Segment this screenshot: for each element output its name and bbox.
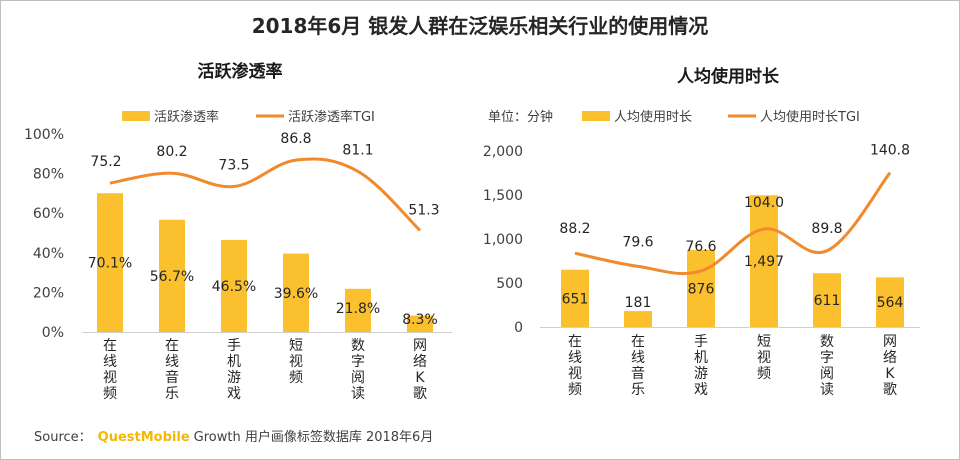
category-label: 在线视频 <box>103 338 117 402</box>
line-value-label: 79.6 <box>622 234 653 250</box>
source-prefix: Source： <box>34 430 92 445</box>
tgi-line <box>109 157 422 232</box>
source-rest: Growth 用户画像标签数据库 2018年6月 <box>193 430 434 445</box>
source-note: Source： QuestMobile Growth 用户画像标签数据库 2018年… <box>34 426 433 445</box>
line-value-label: 80.2 <box>156 144 187 160</box>
bar <box>561 269 589 327</box>
y-tick-label: 40% <box>33 246 64 262</box>
y-tick-label: 0% <box>42 325 64 341</box>
bar-value-label: 1,497 <box>744 254 784 270</box>
bar <box>407 315 433 332</box>
legend-bar-label: 人均使用时长 <box>614 109 692 125</box>
y-tick-label: 20% <box>33 285 64 301</box>
bar <box>624 311 652 327</box>
category-label: 短视频 <box>757 334 771 382</box>
bar <box>159 219 185 332</box>
source-brand: QuestMobile <box>97 430 190 445</box>
y-tick-label: 60% <box>33 206 64 222</box>
bar <box>221 239 247 332</box>
main-title: 2018年6月 银发人群在泛娱乐相关行业的使用情况 <box>252 14 709 38</box>
line-value-label: 76.6 <box>685 239 716 255</box>
y-tick-label: 500 <box>496 276 523 292</box>
y-tick-label: 1,500 <box>483 188 523 204</box>
category-label: 在线音乐 <box>165 338 179 402</box>
category-label: 数字阅读 <box>351 338 365 402</box>
legend-line-label: 活跃渗透率TGI <box>288 109 375 125</box>
legend-line-label: 人均使用时长TGI <box>760 109 860 125</box>
category-label: 短视频 <box>289 338 303 386</box>
bar-value-label: 651 <box>562 291 589 307</box>
category-label: 网络 K 歌 <box>413 338 427 402</box>
bar <box>687 249 715 327</box>
chart-title: 活跃渗透率 <box>198 61 283 82</box>
line-value-label: 51.3 <box>408 202 439 218</box>
bar <box>876 277 904 327</box>
bar <box>750 195 778 327</box>
line-value-label: 104.0 <box>744 195 784 211</box>
line-value-label: 140.8 <box>870 143 910 159</box>
bar-value-label: 56.7% <box>150 269 194 285</box>
bar-value-label: 46.5% <box>212 279 256 295</box>
category-label: 手机游戏 <box>227 338 241 402</box>
legend-bar-label: 活跃渗透率 <box>154 109 219 125</box>
bar-value-label: 39.6% <box>274 286 318 302</box>
bar-value-label: 21.8% <box>336 301 380 317</box>
category-label: 在线视频 <box>568 334 582 398</box>
bar-value-label: 181 <box>625 295 652 311</box>
category-label: 网络 K 歌 <box>883 334 897 398</box>
legend-bar-swatch <box>582 111 610 121</box>
line-value-label: 75.2 <box>90 154 121 170</box>
bar-value-label: 611 <box>814 293 841 309</box>
category-label: 数字阅读 <box>820 334 834 398</box>
y-tick-label: 0 <box>514 320 523 336</box>
bar <box>283 253 309 332</box>
y-tick-label: 100% <box>24 127 64 143</box>
chart-title: 人均使用时长 <box>677 66 780 87</box>
bar <box>813 273 841 327</box>
y-tick-label: 2,000 <box>483 144 523 160</box>
bar <box>97 193 123 332</box>
category-label: 在线音乐 <box>631 334 645 398</box>
unit-label: 单位：分钟 <box>488 109 553 125</box>
bar-value-label: 8.3% <box>402 312 438 328</box>
bar-value-label: 564 <box>877 295 904 311</box>
line-value-label: 89.8 <box>811 221 842 237</box>
category-label: 手机游戏 <box>694 334 708 398</box>
line-value-label: 88.2 <box>559 221 590 237</box>
bar-value-label: 876 <box>688 281 715 297</box>
line-value-label: 81.1 <box>342 142 373 158</box>
line-value-label: 86.8 <box>280 131 311 147</box>
line-value-label: 73.5 <box>218 157 249 173</box>
y-tick-label: 1,000 <box>483 232 523 248</box>
bar <box>345 288 371 332</box>
legend-bar-swatch <box>122 111 150 121</box>
tgi-line <box>574 171 892 275</box>
bar-value-label: 70.1% <box>88 256 132 272</box>
y-tick-label: 80% <box>33 167 64 183</box>
